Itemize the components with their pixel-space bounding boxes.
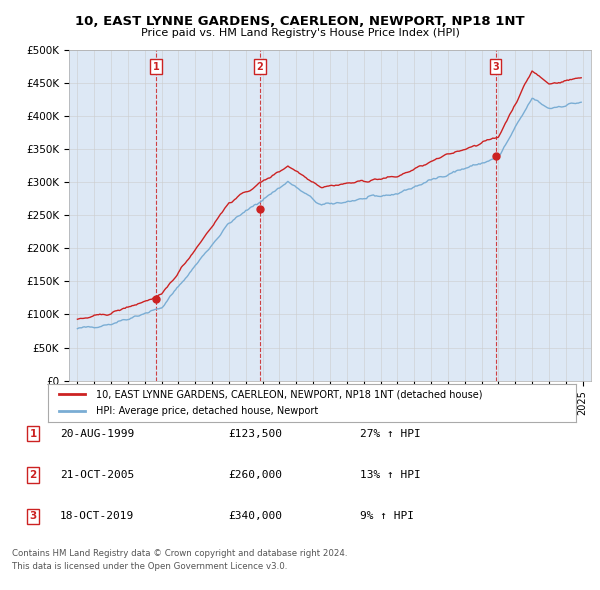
Text: 20-AUG-1999: 20-AUG-1999 [60, 429, 134, 438]
Text: £260,000: £260,000 [228, 470, 282, 480]
Text: 10, EAST LYNNE GARDENS, CAERLEON, NEWPORT, NP18 1NT: 10, EAST LYNNE GARDENS, CAERLEON, NEWPOR… [75, 15, 525, 28]
Text: Price paid vs. HM Land Registry's House Price Index (HPI): Price paid vs. HM Land Registry's House … [140, 28, 460, 38]
Text: £340,000: £340,000 [228, 512, 282, 521]
Text: HPI: Average price, detached house, Newport: HPI: Average price, detached house, Newp… [95, 406, 318, 416]
Text: £123,500: £123,500 [228, 429, 282, 438]
Text: 1: 1 [152, 62, 160, 72]
Text: 27% ↑ HPI: 27% ↑ HPI [360, 429, 421, 438]
Text: 2: 2 [29, 470, 37, 480]
Text: 21-OCT-2005: 21-OCT-2005 [60, 470, 134, 480]
Text: This data is licensed under the Open Government Licence v3.0.: This data is licensed under the Open Gov… [12, 562, 287, 571]
Text: 3: 3 [29, 512, 37, 521]
Text: 2: 2 [256, 62, 263, 72]
Text: Contains HM Land Registry data © Crown copyright and database right 2024.: Contains HM Land Registry data © Crown c… [12, 549, 347, 558]
Text: 13% ↑ HPI: 13% ↑ HPI [360, 470, 421, 480]
Text: 3: 3 [492, 62, 499, 72]
Text: 9% ↑ HPI: 9% ↑ HPI [360, 512, 414, 521]
Text: 10, EAST LYNNE GARDENS, CAERLEON, NEWPORT, NP18 1NT (detached house): 10, EAST LYNNE GARDENS, CAERLEON, NEWPOR… [95, 389, 482, 399]
Text: 18-OCT-2019: 18-OCT-2019 [60, 512, 134, 521]
Text: 1: 1 [29, 429, 37, 438]
